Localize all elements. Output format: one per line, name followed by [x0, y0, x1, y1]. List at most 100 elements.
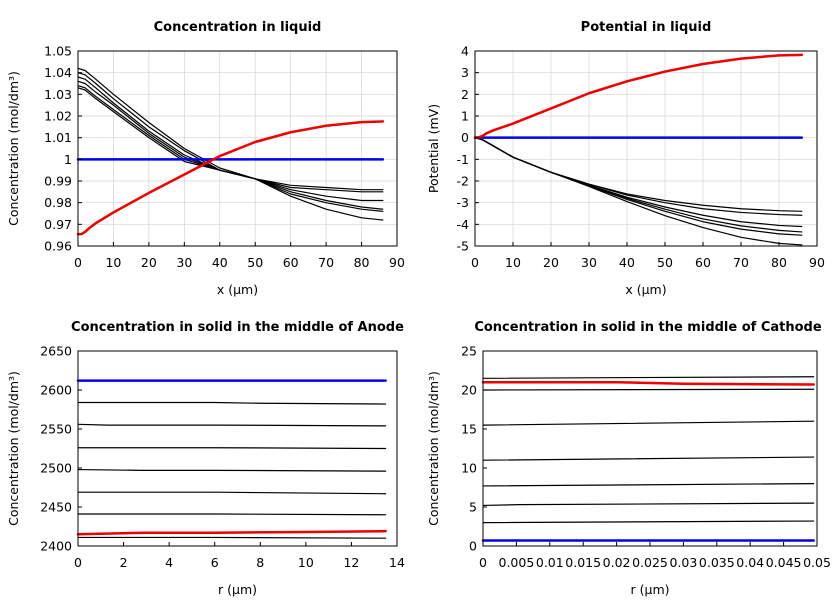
- series-line-tend: [473, 53, 804, 139]
- series-line-t6: [77, 87, 384, 221]
- series-line-t7: [77, 536, 387, 539]
- series-line-t6: [77, 513, 387, 516]
- series-line-t5: [77, 85, 384, 212]
- series-line-t4: [77, 468, 387, 472]
- series-line-t2: [77, 72, 384, 193]
- series-line-t3: [482, 483, 815, 487]
- x-tick-label: 70: [318, 255, 334, 270]
- x-tick-label: 10: [505, 255, 521, 270]
- y-tick-label: 25: [461, 344, 477, 359]
- x-tick-label: 50: [247, 255, 263, 270]
- panel-solid-cathode: Concentration in solid in the middle of …: [426, 320, 831, 597]
- panel-concentration-liquid: Concentration in liquid 0 10 20 30 40 50 60 70 8…: [6, 20, 405, 297]
- y-axis-label: Potential (mV): [426, 104, 441, 193]
- y-axis-label: Concentration (mol/dm³): [426, 371, 441, 526]
- x-tick-label: 20: [543, 255, 559, 270]
- y-axis-label: Concentration (mol/dm³): [6, 371, 21, 526]
- y-tick-label: 2650: [40, 344, 72, 359]
- series-group: [473, 53, 804, 246]
- plot-frame: [77, 350, 398, 547]
- x-tick-label: 4: [165, 555, 173, 570]
- x-tick-label: 0: [471, 255, 479, 270]
- y-tick-labels: -5 -4 -3 -2 -1 0 1 2 3 4: [457, 44, 479, 254]
- series-line-t4: [77, 80, 384, 210]
- x-tick-label: 70: [733, 255, 749, 270]
- y-tick-label: 10: [461, 461, 477, 476]
- chart-title: Potential in liquid: [581, 20, 712, 35]
- y-tick-label: 1: [64, 152, 72, 167]
- series-line-t4: [482, 456, 815, 461]
- y-tick-label: 20: [461, 383, 477, 398]
- x-tick-label: 30: [581, 255, 597, 270]
- x-tick-labels: 0 10 20 30 40 50 60 70 80 90: [471, 242, 825, 270]
- y-tick-label: 2400: [40, 539, 72, 554]
- plot-frame: [474, 50, 818, 247]
- x-axis-label: x (µm): [217, 282, 258, 297]
- series-group: [76, 379, 387, 539]
- y-tick-label: -2: [457, 174, 469, 189]
- panel-potential-liquid: Potential in liquid 0 10 20 30 40 50 60 70 80 90 …: [426, 20, 825, 297]
- x-tick-label: 80: [771, 255, 787, 270]
- x-tick-label: 40: [212, 255, 228, 270]
- x-tick-label: 60: [695, 255, 711, 270]
- x-tick-label: 2: [120, 555, 128, 570]
- y-tick-label: 2550: [40, 422, 72, 437]
- series-line-tend: [481, 380, 815, 386]
- x-tick-labels: 0 2 4 6 8 10 12 14: [74, 542, 405, 570]
- series-line-t3: [77, 447, 387, 450]
- x-tick-label: 30: [176, 255, 192, 270]
- series-line-tend: [76, 529, 387, 536]
- series-line-t6: [474, 137, 803, 246]
- x-tick-label: 0.045: [766, 555, 802, 570]
- x-tick-label: 90: [389, 255, 405, 270]
- chart-title: Concentration in solid in the middle of …: [474, 320, 822, 335]
- x-axis-label: r (µm): [631, 582, 670, 597]
- y-tick-label: 0.98: [44, 195, 72, 210]
- x-tick-label: 60: [283, 255, 299, 270]
- y-tick-label: -1: [457, 152, 469, 167]
- y-tick-label: 4: [461, 44, 469, 59]
- series-line-t4: [474, 137, 803, 233]
- y-tick-label: 2600: [40, 383, 72, 398]
- x-tick-label: 80: [354, 255, 370, 270]
- x-tick-label: 0.04: [736, 555, 764, 570]
- x-tick-label: 40: [619, 255, 635, 270]
- x-tick-label: 0.01: [536, 555, 564, 570]
- y-tick-label: 0.96: [44, 239, 72, 254]
- y-tick-label: 0.99: [44, 174, 72, 189]
- series-line-t5: [482, 420, 815, 426]
- y-tick-label: 1.03: [44, 87, 72, 102]
- series-line-t1: [482, 520, 815, 524]
- y-tick-label: 2500: [40, 461, 72, 476]
- x-tick-label: 0.035: [699, 555, 735, 570]
- x-tick-label: 10: [298, 555, 314, 570]
- y-tick-label: 0.97: [44, 217, 72, 232]
- y-tick-label: 2: [461, 87, 469, 102]
- series-line-t2: [77, 423, 387, 427]
- x-tick-label: 0.005: [499, 555, 535, 570]
- y-tick-label: -4: [457, 217, 470, 232]
- y-tick-label: 3: [461, 65, 469, 80]
- y-tick-label: 0: [461, 130, 469, 145]
- x-tick-label: 0: [74, 555, 82, 570]
- series-line-t1: [77, 67, 384, 191]
- grid: [474, 50, 818, 247]
- x-tick-label: 0.015: [565, 555, 601, 570]
- series-line-t1: [77, 401, 387, 405]
- series-line-t5: [474, 137, 803, 236]
- y-tick-label: 1.02: [44, 109, 72, 124]
- y-tick-label: -5: [457, 239, 469, 254]
- y-tick-labels: 0 5 10 15 20 25: [461, 344, 487, 554]
- y-tick-label: -3: [457, 195, 469, 210]
- series-line-t7: [482, 376, 815, 379]
- plot-frame: [482, 350, 818, 547]
- y-tick-label: 1.04: [44, 65, 72, 80]
- series-line-tend: [76, 120, 385, 236]
- plot-frame: [77, 50, 398, 247]
- x-tick-label: 90: [809, 255, 825, 270]
- x-tick-label: 0: [74, 255, 82, 270]
- chart-title: Concentration in solid in the middle of …: [71, 320, 404, 335]
- series-line-t3: [77, 76, 384, 202]
- y-tick-label: 2450: [40, 500, 72, 515]
